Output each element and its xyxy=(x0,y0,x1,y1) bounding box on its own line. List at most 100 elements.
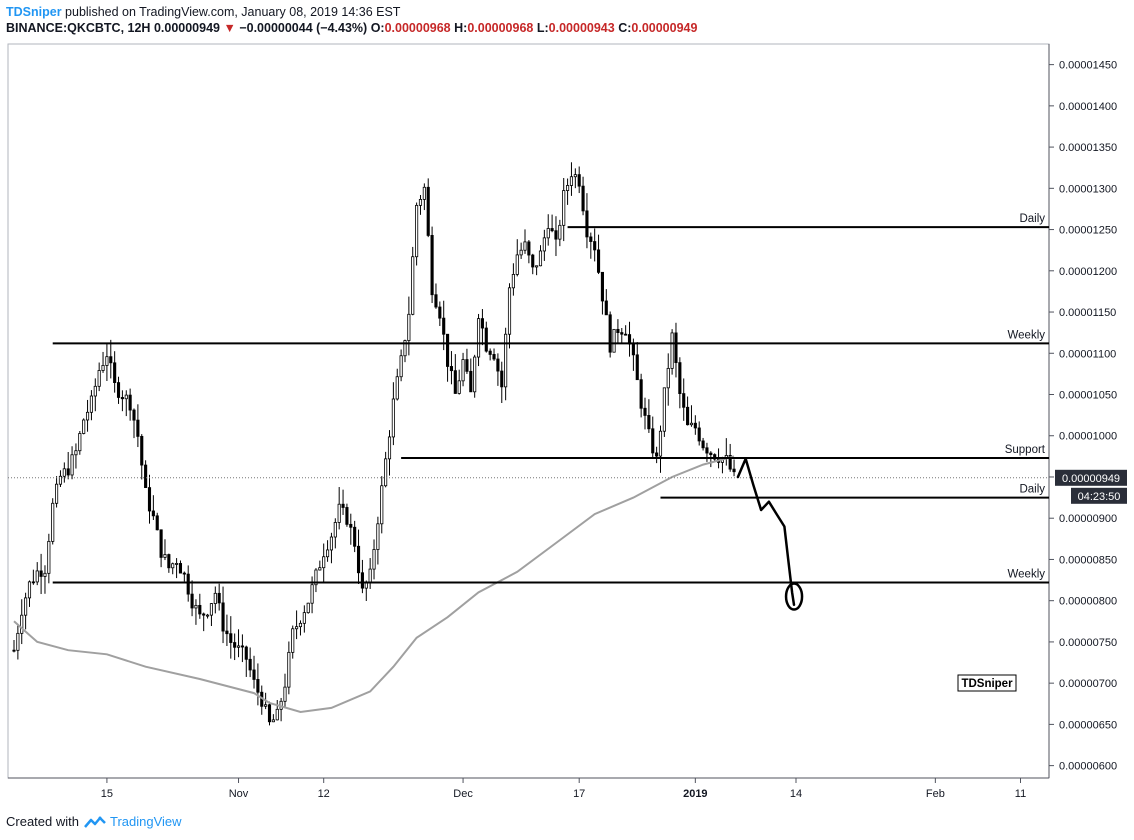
candle-body xyxy=(616,328,620,333)
y-tick-label: 0.00001400 xyxy=(1059,101,1117,113)
candle-body xyxy=(233,642,237,648)
candle-body xyxy=(349,523,353,528)
candle-body xyxy=(678,362,682,394)
candle-body xyxy=(523,241,527,251)
close-value: 0.00000949 xyxy=(631,21,698,35)
candle-body xyxy=(113,362,117,383)
candle-body xyxy=(51,502,55,542)
y-tick-label: 0.00000650 xyxy=(1059,719,1117,731)
candle-body xyxy=(302,612,306,624)
price-change: −0.00000044 (−4.43%) xyxy=(239,21,368,35)
candle-body xyxy=(62,468,66,477)
candle-body xyxy=(58,475,63,485)
level-label: Weekly xyxy=(1008,569,1046,581)
y-tick-label: 0.00000750 xyxy=(1059,637,1117,649)
candle-body xyxy=(473,356,477,393)
last-price: 0.00000949 xyxy=(153,21,220,35)
candle-body xyxy=(101,365,105,371)
author-name[interactable]: TDSniper xyxy=(6,5,62,19)
candle-body xyxy=(666,367,670,389)
candle-body xyxy=(333,522,337,538)
candle-body xyxy=(624,333,628,336)
symbol-line: BINANCE:QKCBTC, 12H 0.00000949 ▼ −0.0000… xyxy=(6,20,1126,36)
price-chart[interactable]: 0.00001450 0.00001400 0.00001350 0.00001300… xyxy=(0,0,1134,810)
candle-body xyxy=(449,366,454,372)
y-tick-label: 0.00001000 xyxy=(1059,431,1117,443)
candle-body xyxy=(178,563,183,574)
candle-body xyxy=(422,186,426,200)
tradingview-logo-icon xyxy=(84,816,106,828)
candle-body xyxy=(469,370,473,393)
candle-body xyxy=(171,563,175,569)
candle-body xyxy=(387,436,392,460)
candle-body xyxy=(24,597,28,616)
watermark-box xyxy=(957,674,1017,692)
chart-header: TDSniper published on TradingView.com, J… xyxy=(6,4,1126,36)
candle-body xyxy=(600,271,604,302)
y-tick-label: 0.00000700 xyxy=(1059,678,1117,690)
candle-body xyxy=(229,633,233,643)
x-tick-label: Nov xyxy=(229,788,249,800)
candle-body xyxy=(151,510,155,517)
candle-body xyxy=(484,327,488,352)
close-label: C: xyxy=(618,21,632,35)
candle-body xyxy=(283,686,287,702)
candle-body xyxy=(109,356,113,364)
candle-body xyxy=(310,584,314,604)
candle-body xyxy=(500,370,504,388)
current-price-label: 0.00000949 xyxy=(1062,473,1120,485)
candle-body xyxy=(701,440,705,449)
y-tick-label: 0.00000900 xyxy=(1059,513,1117,525)
x-tick-label: 11 xyxy=(1015,788,1026,800)
candle-body xyxy=(538,250,543,267)
candle-body xyxy=(577,174,581,187)
candle-body xyxy=(709,452,713,456)
candle-body xyxy=(442,317,446,335)
candle-body xyxy=(507,287,512,335)
candle-body xyxy=(140,435,144,466)
candle-body xyxy=(267,704,272,723)
footer: Created with TradingView xyxy=(6,814,182,829)
open-label: O: xyxy=(370,21,385,35)
candle-body xyxy=(368,568,372,584)
candle-body xyxy=(326,549,330,558)
candle-body xyxy=(47,540,51,574)
candle-body xyxy=(566,185,570,191)
y-tick-label: 0.00001300 xyxy=(1059,183,1117,195)
candle-body xyxy=(593,241,597,251)
candle-body xyxy=(655,452,659,457)
candle-body xyxy=(314,569,318,586)
candle-body xyxy=(492,354,496,360)
candle-body xyxy=(403,340,407,357)
candle-body xyxy=(589,236,593,242)
candle-body xyxy=(236,645,241,648)
candle-body xyxy=(527,241,531,256)
candle-body xyxy=(608,314,612,353)
candle-body xyxy=(360,572,364,589)
candle-body xyxy=(20,614,24,634)
candle-body xyxy=(66,468,70,476)
candle-body xyxy=(620,332,624,335)
candle-body xyxy=(415,204,419,258)
candle-body xyxy=(256,679,260,693)
candle-body xyxy=(426,186,430,236)
candle-body xyxy=(395,376,399,400)
candle-body xyxy=(167,554,171,569)
candle-body xyxy=(337,503,341,523)
candle-body xyxy=(221,602,225,632)
tradingview-brand[interactable]: TradingView xyxy=(109,814,182,829)
candle-body xyxy=(202,613,206,616)
candle-body xyxy=(82,419,86,434)
down-arrow-icon: ▼ xyxy=(223,21,236,35)
candle-body xyxy=(341,503,345,508)
candle-body xyxy=(116,382,121,398)
candle-body xyxy=(322,556,326,569)
candle-body xyxy=(163,554,167,558)
candle-body xyxy=(631,343,635,356)
x-tick-label: Dec xyxy=(453,788,473,800)
y-tick-label: 0.00001450 xyxy=(1059,60,1117,72)
y-tick-label: 0.00000600 xyxy=(1059,761,1117,773)
countdown-badge xyxy=(1071,487,1127,504)
candle-body xyxy=(205,614,210,617)
candle-body xyxy=(244,646,248,660)
